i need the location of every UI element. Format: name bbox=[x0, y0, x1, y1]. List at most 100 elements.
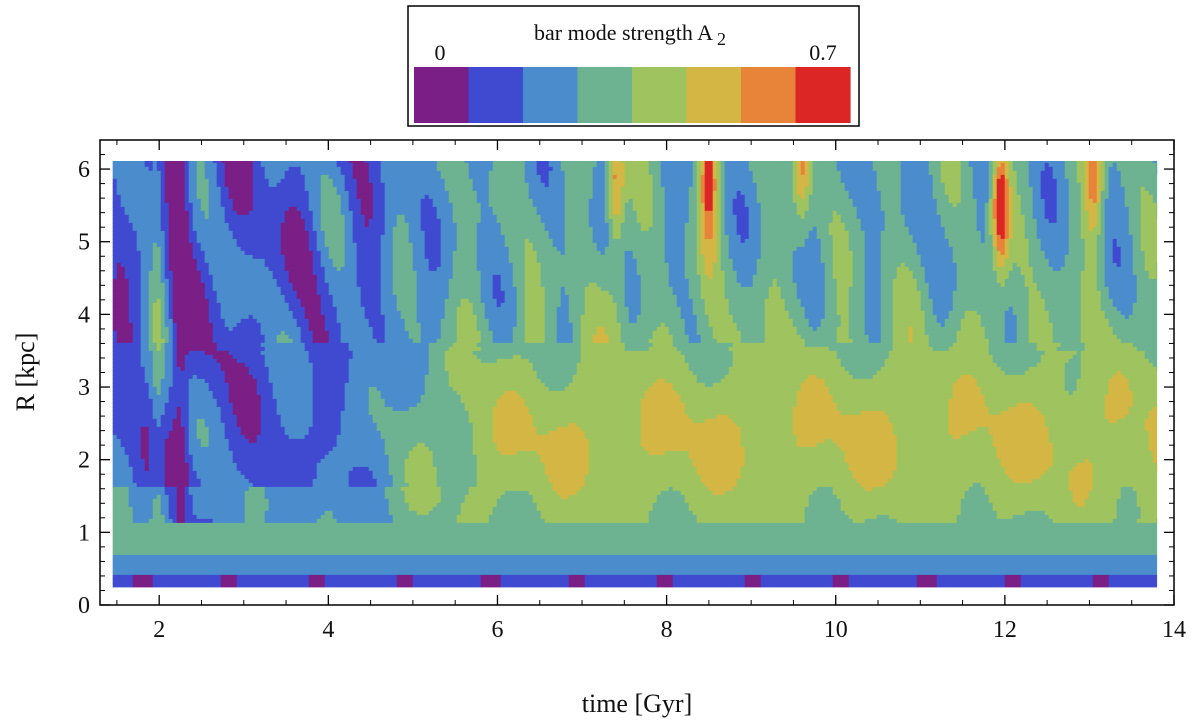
heatmap-cell bbox=[204, 294, 218, 300]
heatmap-cell bbox=[168, 226, 190, 232]
heatmap-cell bbox=[116, 434, 142, 440]
heatmap-cell bbox=[952, 394, 986, 400]
heatmap-cell bbox=[476, 322, 490, 328]
heatmap-cell bbox=[252, 174, 266, 180]
heatmap-cell bbox=[1016, 314, 1030, 320]
heatmap-cell bbox=[188, 382, 210, 388]
heatmap-cell bbox=[408, 482, 438, 488]
heatmap-cell bbox=[440, 318, 458, 324]
heatmap-cell bbox=[128, 290, 142, 296]
heatmap-cell bbox=[544, 226, 566, 232]
heatmap-cell bbox=[488, 198, 534, 204]
heatmap-cell bbox=[288, 270, 314, 276]
heatmap-cell bbox=[540, 214, 566, 220]
heatmap-cell bbox=[725, 155, 746, 160]
heatmap-cell bbox=[864, 242, 882, 248]
heatmap-cell bbox=[296, 322, 310, 328]
heatmap-cell bbox=[164, 466, 190, 472]
heatmap-cell bbox=[464, 494, 502, 500]
heatmap-cell bbox=[640, 286, 674, 292]
heatmap-cell bbox=[1088, 170, 1098, 176]
heatmap-cell bbox=[228, 190, 254, 196]
heatmap-cell bbox=[157, 151, 166, 156]
heatmap-cell bbox=[368, 222, 386, 228]
heatmap-cell bbox=[192, 202, 202, 208]
heatmap-cell bbox=[684, 358, 734, 364]
heatmap-cell bbox=[424, 238, 442, 244]
heatmap-cell bbox=[1012, 478, 1034, 484]
heatmap-cell bbox=[652, 178, 662, 184]
heatmap-cell bbox=[376, 386, 426, 392]
heatmap-cell bbox=[928, 170, 942, 176]
heatmap-cell bbox=[140, 358, 154, 364]
heatmap-cell bbox=[168, 398, 190, 404]
heatmap-cell bbox=[164, 486, 178, 492]
heatmap-cell bbox=[916, 242, 950, 248]
heatmap-cell bbox=[160, 302, 166, 308]
heatmap-cell bbox=[624, 258, 638, 264]
heatmap-cell bbox=[1128, 410, 1150, 416]
heatmap-cell bbox=[612, 294, 626, 300]
heatmap-cell bbox=[840, 410, 862, 416]
heatmap-cell bbox=[800, 386, 830, 392]
heatmap-cell bbox=[196, 238, 238, 244]
heatmap-cell bbox=[420, 330, 442, 336]
heatmap-cell bbox=[340, 166, 354, 172]
heatmap-cell bbox=[720, 258, 734, 264]
heatmap-cell bbox=[1028, 242, 1042, 248]
heatmap-cell bbox=[560, 298, 570, 304]
heatmap-cell bbox=[1080, 214, 1090, 220]
heatmap-cell bbox=[1068, 178, 1078, 184]
heatmap-cell bbox=[456, 326, 478, 332]
heatmap-cell bbox=[864, 298, 882, 304]
heatmap-cell bbox=[1020, 270, 1034, 276]
heatmap-cell bbox=[524, 318, 546, 324]
heatmap-cell bbox=[724, 202, 734, 208]
heatmap-cell bbox=[616, 310, 630, 316]
y-tick-label: 5 bbox=[78, 230, 90, 256]
heatmap-cell bbox=[152, 350, 166, 356]
heatmap-cell bbox=[328, 286, 362, 292]
heatmap-cell bbox=[120, 202, 162, 208]
heatmap-cell bbox=[152, 326, 162, 332]
heatmap-cell bbox=[1100, 161, 1106, 164]
heatmap-cell bbox=[988, 190, 994, 196]
heatmap-cell bbox=[1048, 162, 1066, 168]
heatmap-cell bbox=[696, 202, 702, 208]
heatmap-cell bbox=[252, 314, 294, 320]
heatmap-cell bbox=[236, 462, 318, 468]
heatmap-cell bbox=[112, 330, 118, 336]
heatmap-cell bbox=[200, 442, 210, 448]
heatmap-cell bbox=[792, 262, 826, 268]
heatmap-cell bbox=[780, 290, 798, 296]
heatmap-cell bbox=[736, 326, 766, 332]
heatmap-cell bbox=[1004, 574, 1022, 580]
heatmap-cell bbox=[1068, 358, 1082, 364]
heatmap-cell bbox=[988, 218, 994, 224]
heatmap-cell bbox=[700, 218, 706, 224]
heatmap-cell bbox=[828, 390, 954, 396]
heatmap-cell bbox=[164, 350, 174, 356]
heatmap-cell bbox=[428, 350, 446, 356]
heatmap-cell bbox=[380, 162, 438, 168]
heatmap-cell bbox=[604, 182, 610, 188]
heatmap-cell bbox=[700, 478, 738, 484]
heatmap-cell bbox=[692, 182, 698, 188]
heatmap-cell bbox=[220, 161, 254, 164]
heatmap-cell bbox=[112, 386, 150, 392]
heatmap-cell bbox=[848, 578, 918, 584]
heatmap-cell bbox=[208, 438, 230, 444]
heatmap-cell bbox=[476, 246, 510, 252]
heatmap-cell bbox=[1056, 182, 1070, 188]
heatmap-cell bbox=[836, 278, 854, 284]
heatmap-cell bbox=[304, 346, 350, 352]
heatmap-cell bbox=[564, 230, 594, 236]
heatmap-cell bbox=[392, 242, 414, 248]
heatmap-cell bbox=[1132, 262, 1146, 268]
heatmap-cell bbox=[156, 494, 162, 500]
heatmap-cell bbox=[416, 402, 466, 408]
heatmap-cell bbox=[996, 254, 1010, 260]
heatmap-cell bbox=[1152, 406, 1158, 412]
heatmap-cell bbox=[204, 378, 226, 384]
heatmap-cell bbox=[128, 218, 162, 224]
